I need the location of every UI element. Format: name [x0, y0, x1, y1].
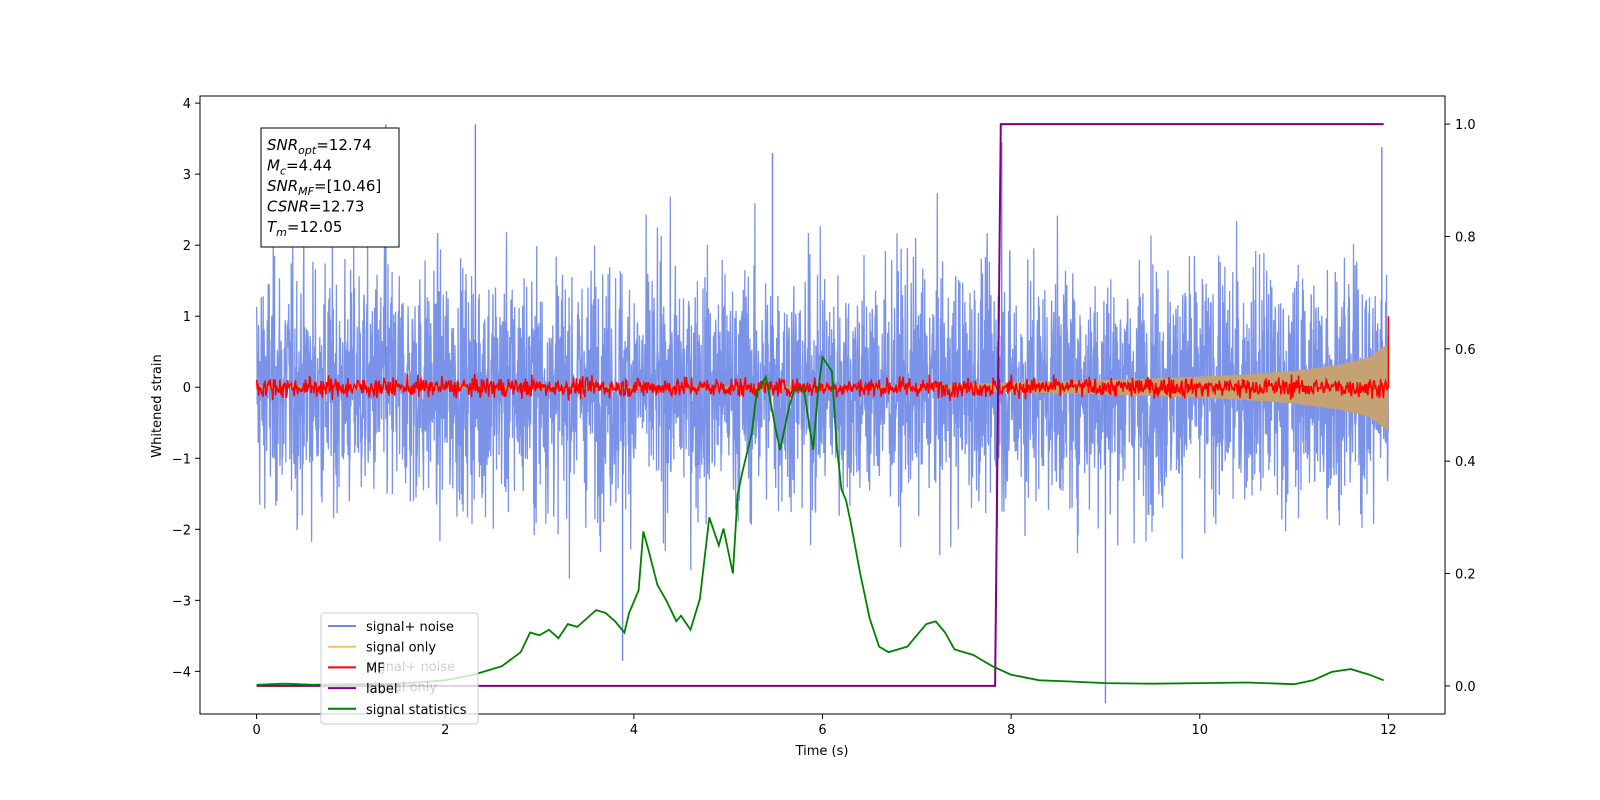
legend-ghost-label: signal only [367, 681, 437, 696]
left-y-tick-label: 1 [183, 310, 191, 325]
x-axis-ticks: 0 2 4 6 8 10 12 [252, 714, 1397, 738]
series-mf [255, 316, 1390, 401]
right-y-tick-label: 0.4 [1455, 455, 1476, 470]
snr-opt-text: SNRopt=12.74 [267, 136, 372, 157]
info-box: SNRopt=12.74Mc=4.44SNRMF=[10.46]CSNR=12.… [260, 127, 400, 248]
left-y-tick-label: −2 [172, 523, 191, 538]
x-tick-label: 12 [1380, 723, 1397, 738]
plot-area [255, 123, 1390, 704]
csnr-text: CSNR=12.73 [267, 198, 364, 216]
x-tick-label: 6 [818, 723, 826, 738]
chirp-mass-text: Mc=4.44 [267, 157, 332, 178]
left-y-tick-label: −1 [172, 452, 191, 467]
info-box-frame [260, 127, 400, 248]
snr-mf-text: SNRMF=[10.46] [267, 177, 381, 198]
merger-time-text: Tm=12.05 [267, 218, 342, 239]
left-y-tick-label: −4 [172, 665, 191, 680]
left-y-tick-label: 2 [183, 239, 191, 254]
left-axis-ticks: −4 −3 −2 −1 0 1 2 3 4 [172, 97, 200, 680]
signal-plus-noise-line [255, 193, 1390, 579]
right-axis-ticks: 0.0 0.2 0.4 0.6 0.8 1.0 [1445, 118, 1476, 695]
x-tick-label: 10 [1191, 723, 1208, 738]
y-axis-label: Whitened strain [150, 354, 165, 457]
legend-label: label [366, 682, 397, 697]
left-y-tick-label: −3 [172, 594, 191, 609]
x-axis-label: Time (s) [795, 744, 849, 759]
left-y-tick-label: 0 [183, 381, 191, 396]
x-tick-label: 4 [630, 723, 638, 738]
right-y-tick-label: 1.0 [1455, 118, 1476, 133]
legend-label: MF [366, 661, 385, 676]
label-line [256, 123, 1384, 687]
legend-label: signal only [366, 641, 436, 656]
legend-label: signal statistics [366, 703, 467, 718]
right-y-tick-label: 0.6 [1455, 343, 1476, 358]
left-y-tick-label: 3 [183, 168, 191, 183]
signal-statistics-line [256, 354, 1385, 686]
x-tick-label: 0 [252, 723, 260, 738]
legend-ghost-label: signal+ noise [367, 660, 455, 675]
left-y-tick-label: 4 [183, 97, 191, 112]
x-tick-label: 2 [441, 723, 449, 738]
mf-line [255, 316, 1390, 401]
right-y-tick-label: 0.8 [1455, 230, 1476, 245]
right-y-tick-label: 0.2 [1455, 568, 1476, 583]
legend-label: signal+ noise [366, 620, 454, 635]
series-signal-plus-noise [255, 124, 1390, 704]
right-y-tick-label: 0.0 [1455, 680, 1476, 695]
legend: signal+ noise signal only signal+ noise sig… [320, 612, 479, 725]
legend-frame [320, 612, 479, 725]
x-tick-label: 8 [1007, 723, 1015, 738]
series-signal-statistics [256, 354, 1385, 686]
series-label [256, 123, 1384, 687]
